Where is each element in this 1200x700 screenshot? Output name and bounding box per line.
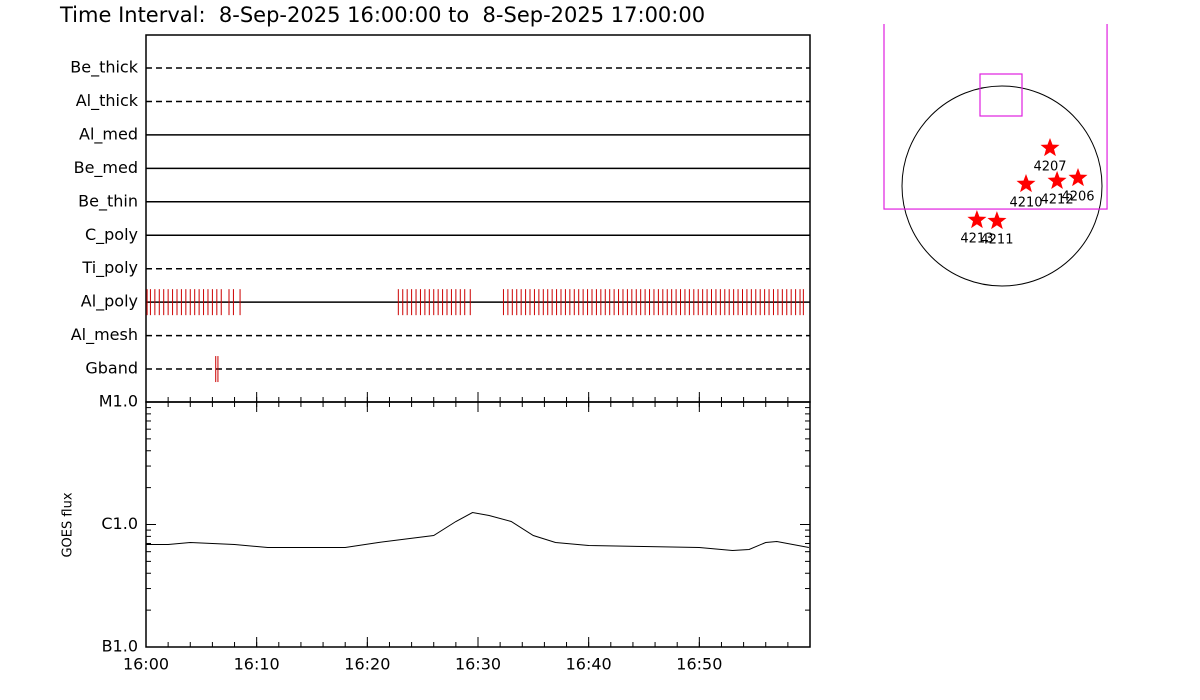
fov-box [979, 73, 1023, 117]
y-tick-label: M1.0 [99, 392, 138, 411]
x-tick-label: 16:30 [455, 655, 501, 674]
fov-box [883, 24, 1108, 210]
filter-label: C_poly [85, 225, 138, 245]
region-label: 4210 [1009, 196, 1042, 211]
y-tick-label: C1.0 [101, 514, 138, 533]
timeline-frame [145, 34, 811, 403]
active-region [1047, 170, 1067, 189]
region-label: 4213 [960, 232, 993, 247]
active-region [1068, 168, 1088, 187]
region-label: 4207 [1033, 160, 1066, 175]
filter-label: Ti_poly [81, 258, 138, 278]
region-label: 4211 [980, 233, 1013, 248]
filter-label: Gband [85, 359, 138, 378]
x-tick-label: 16:50 [676, 655, 722, 674]
goes-curve [146, 511, 809, 552]
active-region [1040, 138, 1060, 157]
filter-label: Al_mesh [71, 325, 138, 345]
active-region [967, 210, 987, 229]
filter-label: Al_med [79, 124, 138, 144]
filter-label: Be_thick [70, 58, 138, 78]
y-tick-label: B1.0 [102, 637, 138, 656]
x-tick-label: 16:20 [344, 655, 390, 674]
filter-label: Be_thin [78, 191, 138, 211]
filter-label: Be_med [74, 158, 138, 178]
active-region [1016, 174, 1036, 193]
chart-title: Time Interval: 8-Sep-2025 16:00:00 to 8-… [59, 3, 705, 27]
filter-label: Al_poly [81, 292, 138, 312]
goes-frame [145, 401, 811, 648]
region-label: 4212 [1041, 192, 1074, 207]
region-label: 4206 [1061, 190, 1094, 205]
x-tick-label: 16:00 [123, 655, 169, 674]
solar-limb [901, 85, 1103, 287]
x-tick-label: 16:10 [234, 655, 280, 674]
active-region [987, 211, 1007, 230]
filter-label: Al_thick [76, 91, 139, 111]
y-axis-label: GOES flux [61, 492, 76, 557]
x-tick-label: 16:40 [566, 655, 612, 674]
